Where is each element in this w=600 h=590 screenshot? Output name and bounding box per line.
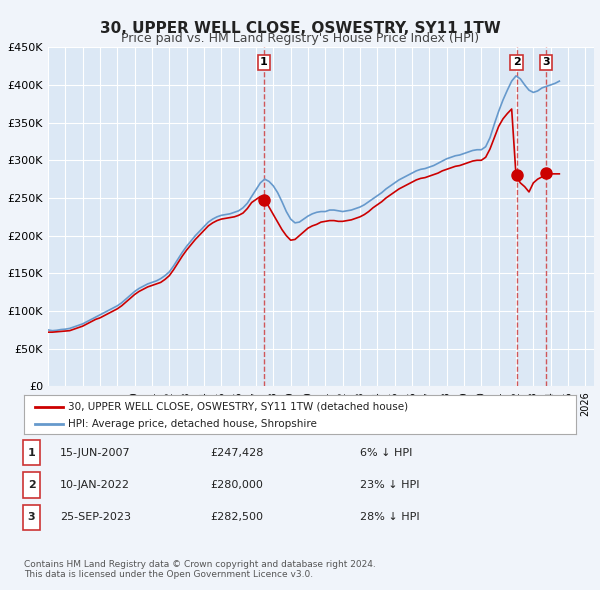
Text: 2: 2 [512,57,520,67]
Text: 10-JAN-2022: 10-JAN-2022 [60,480,130,490]
Text: 15-JUN-2007: 15-JUN-2007 [60,448,131,457]
Text: 25-SEP-2023: 25-SEP-2023 [60,513,131,522]
Text: Contains HM Land Registry data © Crown copyright and database right 2024.
This d: Contains HM Land Registry data © Crown c… [24,560,376,579]
Text: 28% ↓ HPI: 28% ↓ HPI [360,513,419,522]
Text: £247,428: £247,428 [210,448,263,457]
Text: 1: 1 [260,57,268,67]
Text: 3: 3 [542,57,550,67]
Text: 30, UPPER WELL CLOSE, OSWESTRY, SY11 1TW (detached house): 30, UPPER WELL CLOSE, OSWESTRY, SY11 1TW… [68,402,408,412]
Text: 2: 2 [28,480,35,490]
Text: 6% ↓ HPI: 6% ↓ HPI [360,448,412,457]
Text: 3: 3 [28,513,35,522]
Text: 1: 1 [28,448,35,457]
Text: £282,500: £282,500 [210,513,263,522]
Text: £280,000: £280,000 [210,480,263,490]
Text: Price paid vs. HM Land Registry's House Price Index (HPI): Price paid vs. HM Land Registry's House … [121,32,479,45]
Text: HPI: Average price, detached house, Shropshire: HPI: Average price, detached house, Shro… [68,419,317,429]
Text: 30, UPPER WELL CLOSE, OSWESTRY, SY11 1TW: 30, UPPER WELL CLOSE, OSWESTRY, SY11 1TW [100,21,500,35]
Text: 23% ↓ HPI: 23% ↓ HPI [360,480,419,490]
